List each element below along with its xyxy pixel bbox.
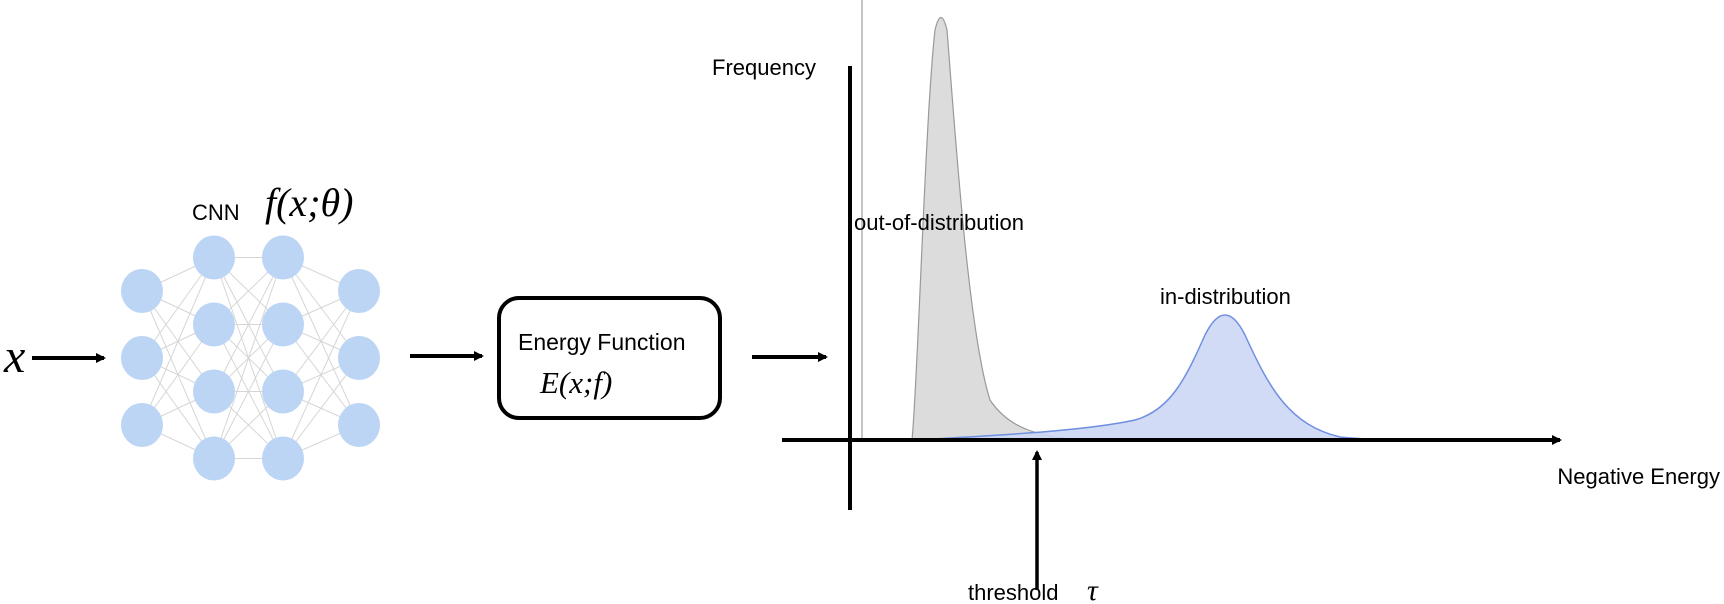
id-distribution-curve xyxy=(914,314,1411,441)
network-edge xyxy=(213,324,284,459)
threshold-symbol: τ xyxy=(1087,574,1099,604)
energy-function-box xyxy=(497,296,722,420)
network-node xyxy=(193,369,235,414)
network-node xyxy=(338,269,380,313)
network-node xyxy=(338,403,380,447)
network-node xyxy=(193,436,235,481)
x-axis-label: Negative Energy xyxy=(1557,464,1720,489)
network-edge xyxy=(213,257,284,392)
network-node xyxy=(262,235,304,280)
network-node xyxy=(262,302,304,347)
network-node xyxy=(262,436,304,481)
network-edge xyxy=(213,257,284,459)
network-node xyxy=(193,302,235,347)
network-node xyxy=(121,336,163,380)
network-node xyxy=(262,369,304,414)
cnn-label: CNN xyxy=(192,200,240,225)
neural-network-icon xyxy=(121,235,380,481)
energy-function-title: Energy Function xyxy=(518,329,685,355)
cnn-formula: f(x;θ) xyxy=(265,180,353,225)
id-label: in-distribution xyxy=(1160,284,1291,309)
y-axis-label: Frequency xyxy=(712,55,816,80)
network-node xyxy=(121,403,163,447)
network-edge xyxy=(282,290,360,459)
ood-distribution-curve xyxy=(911,16,1081,441)
network-node xyxy=(338,336,380,380)
threshold-label: threshold xyxy=(968,580,1059,604)
energy-function-formula: E(x;f) xyxy=(539,365,612,400)
network-node xyxy=(121,269,163,313)
input-symbol: x xyxy=(3,330,25,383)
network-edge xyxy=(141,257,215,426)
ood-label: out-of-distribution xyxy=(854,210,1024,235)
network-node xyxy=(193,235,235,280)
